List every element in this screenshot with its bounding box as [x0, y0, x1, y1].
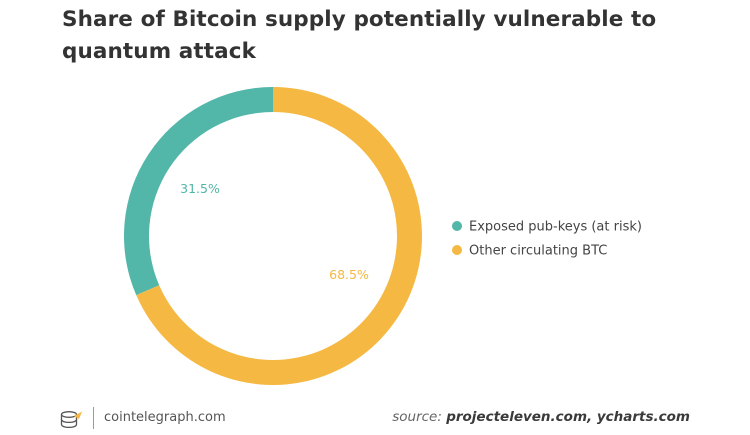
legend-swatch-other: [452, 245, 462, 255]
data-label-exposed: 31.5%: [180, 181, 220, 196]
footer-brand[interactable]: cointelegraph.com: [104, 410, 226, 425]
data-label-other: 68.5%: [329, 267, 369, 282]
slice-exposed-pub-keys: [123, 87, 273, 296]
chart-title: Share of Bitcoin supply potentially vuln…: [62, 7, 657, 64]
legend-label-other: Other circulating BTC: [469, 244, 607, 259]
data-labels-layer: 31.5% 68.5%: [180, 181, 369, 282]
footer-source: source: projecteleven.com, ycharts.com: [392, 409, 690, 425]
legend-label-exposed: Exposed pub-keys (at risk): [469, 220, 642, 235]
source-label: source:: [392, 409, 442, 425]
slices-layer: [123, 87, 423, 386]
footer-divider: [93, 407, 94, 429]
legend: Exposed pub-keys (at risk) Other circulat…: [452, 220, 642, 259]
legend-swatch-exposed: [452, 221, 462, 231]
source-value: projecteleven.com, ycharts.com: [446, 409, 690, 425]
cointelegraph-logo-icon: [60, 410, 84, 430]
